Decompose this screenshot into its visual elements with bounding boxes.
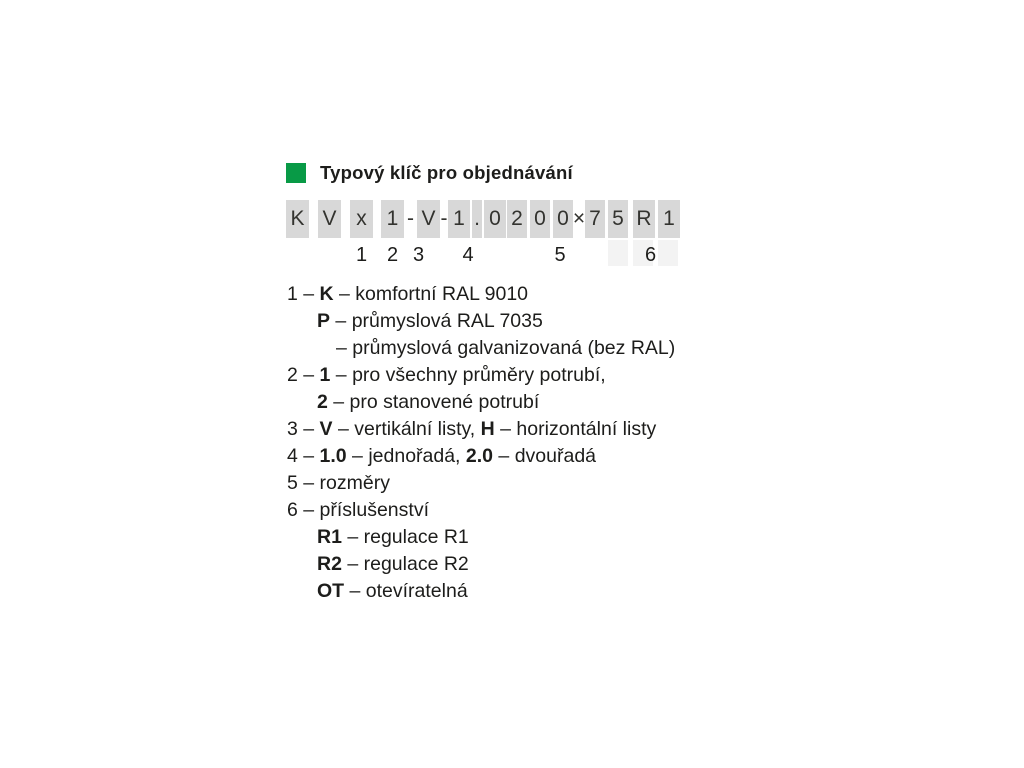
legend-line: P – průmyslová RAL 7035 — [287, 308, 887, 335]
code-separator: - — [407, 207, 414, 230]
legend-line: R1 – regulace R1 — [287, 524, 887, 551]
legend-code: 2.0 — [465, 445, 494, 467]
legend-text: – pro všechny průměry potrubí, — [330, 364, 606, 386]
code-char: x — [350, 200, 373, 238]
scan-artifact — [608, 240, 628, 266]
legend-code: H — [480, 418, 495, 440]
legend-text: – komfortní RAL 9010 — [333, 283, 529, 305]
legend-text: – dvouřadá — [493, 445, 597, 467]
legend-code: R1 — [317, 526, 342, 548]
legend-line: R2 – regulace R2 — [287, 551, 887, 578]
code-char: 5 — [608, 200, 628, 238]
code-char: R — [633, 200, 655, 238]
legend-text: 5 – rozměry — [287, 472, 390, 494]
legend-line: 4 – 1.0 – jednořadá, 2.0 – dvouřadá — [287, 443, 887, 470]
legend-text: – pro stanovené potrubí — [327, 391, 540, 413]
type-key-legend: 1 – K – komfortní RAL 9010 P – průmyslov… — [287, 281, 887, 605]
legend-text: – regulace R2 — [341, 553, 469, 575]
code-char: K — [286, 200, 309, 238]
section-header: Typový klíč pro objednávání — [286, 162, 573, 184]
legend-text: 6 – příslušenství — [287, 499, 429, 521]
legend-text: – otevíratelná — [344, 580, 468, 602]
legend-line: OT – otevíratelná — [287, 578, 887, 605]
code-char: 0 — [484, 200, 506, 238]
code-char: 0 — [530, 200, 550, 238]
legend-text: 4 – — [287, 445, 320, 467]
legend-code: OT — [317, 580, 345, 602]
legend-text: 2 – — [287, 364, 320, 386]
legend-text: – regulace R1 — [341, 526, 469, 548]
code-char: 2 — [507, 200, 527, 238]
code-char: . — [472, 200, 482, 238]
code-char: V — [417, 200, 440, 238]
legend-text: – průmyslová galvanizovaná (bez RAL) — [336, 337, 676, 359]
legend-text: – horizontální listy — [494, 418, 657, 440]
code-char: 1 — [658, 200, 680, 238]
code-char: V — [318, 200, 341, 238]
legend-text: – vertikální listy, — [332, 418, 481, 440]
legend-code: V — [319, 418, 333, 440]
legend-text: – průmyslová RAL 7035 — [330, 310, 543, 332]
page-title: Typový klíč pro objednávání — [320, 162, 573, 183]
legend-line: 6 – příslušenství — [287, 497, 887, 524]
scan-artifact — [633, 240, 653, 266]
legend-line: 3 – V – vertikální listy, H – horizontál… — [287, 416, 887, 443]
legend-code: 1.0 — [319, 445, 347, 467]
code-separator: - — [440, 207, 448, 230]
legend-line: 1 – K – komfortní RAL 9010 — [287, 281, 887, 308]
segment-number: 2 — [386, 244, 399, 266]
legend-text: – jednořadá, — [346, 445, 466, 467]
code-char: 0 — [553, 200, 573, 238]
segment-number: 1 — [355, 244, 368, 266]
segment-number: 5 — [554, 244, 566, 266]
legend-line: 2 – pro stanovené potrubí — [287, 389, 887, 416]
legend-line: 5 – rozměry — [287, 470, 887, 497]
legend-text: 3 – — [287, 418, 320, 440]
segment-number: 4 — [462, 244, 474, 266]
legend-line: 2 – 1 – pro všechny průměry potrubí, — [287, 362, 887, 389]
code-separator: × — [572, 207, 586, 230]
segment-number: 3 — [412, 244, 425, 266]
legend-code: K — [319, 283, 334, 305]
legend-text: 1 – — [287, 283, 320, 305]
code-char: 1 — [381, 200, 404, 238]
code-char: 1 — [448, 200, 470, 238]
segment-number: 6 — [644, 244, 657, 266]
legend-code: R2 — [317, 553, 342, 575]
legend-code: 2 — [317, 391, 328, 413]
legend-line: – průmyslová galvanizovaná (bez RAL) — [287, 335, 887, 362]
legend-code: P — [317, 310, 331, 332]
code-char: 7 — [585, 200, 605, 238]
green-square-bullet-icon — [286, 163, 306, 183]
legend-code: 1 — [319, 364, 331, 386]
scan-artifact — [658, 240, 678, 266]
